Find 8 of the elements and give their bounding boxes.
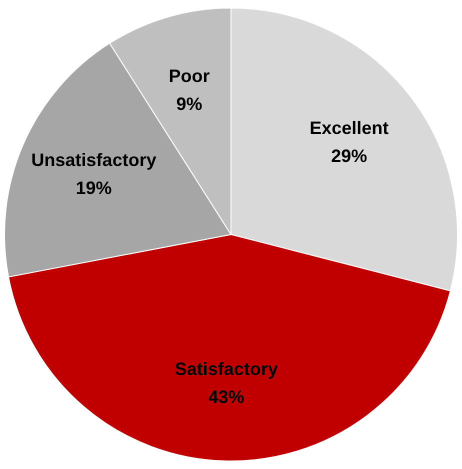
data-label: 43% <box>208 386 244 407</box>
slice-label: Poor <box>168 66 210 86</box>
slice-label: Satisfactory <box>174 358 278 379</box>
slice-label: Unsatisfactory <box>31 150 156 170</box>
data-label: 29% <box>331 146 368 166</box>
slice-label: Excellent <box>310 118 389 138</box>
data-label: 9% <box>176 94 202 114</box>
data-label: 19% <box>76 178 112 198</box>
